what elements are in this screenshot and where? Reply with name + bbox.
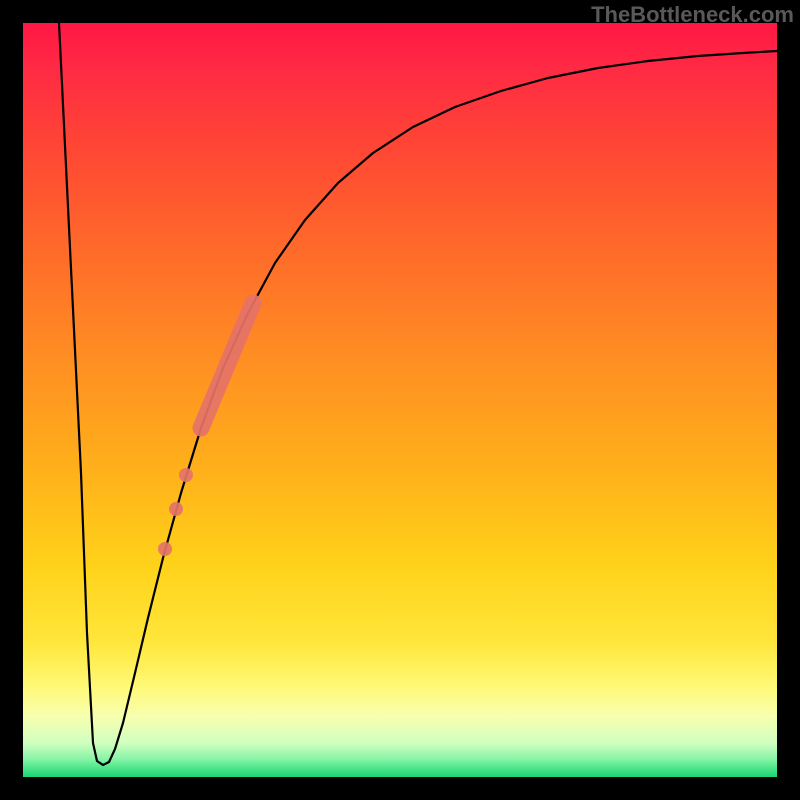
marker-dot — [179, 468, 193, 482]
chart-container: TheBottleneck.com — [0, 0, 800, 800]
plot-area — [23, 23, 777, 777]
marker-group — [158, 303, 253, 556]
marker-dot — [169, 502, 183, 516]
watermark-text: TheBottleneck.com — [591, 2, 794, 28]
marker-thick-segment — [201, 303, 253, 428]
performance-curve — [59, 23, 777, 765]
marker-dot — [158, 542, 172, 556]
chart-svg — [23, 23, 777, 777]
